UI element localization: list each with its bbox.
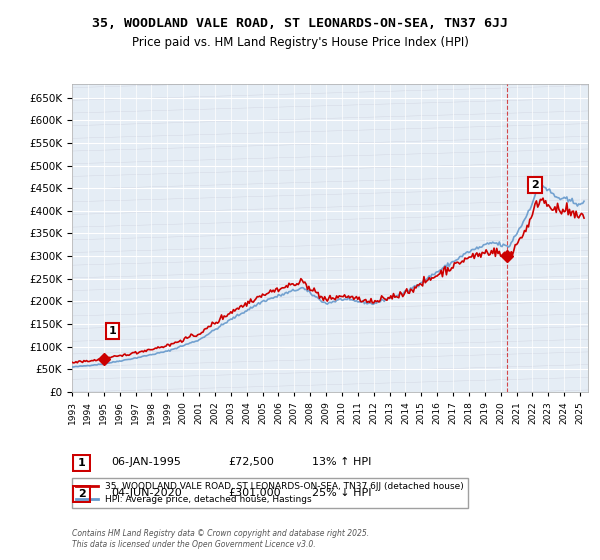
Text: 06-JAN-1995: 06-JAN-1995	[111, 457, 181, 467]
Text: Contains HM Land Registry data © Crown copyright and database right 2025.
This d: Contains HM Land Registry data © Crown c…	[72, 529, 369, 549]
Text: 04-JUN-2020: 04-JUN-2020	[111, 488, 182, 498]
Text: £301,000: £301,000	[228, 488, 281, 498]
Text: 2: 2	[531, 180, 539, 190]
Text: 35, WOODLAND VALE ROAD, ST LEONARDS-ON-SEA, TN37 6JJ: 35, WOODLAND VALE ROAD, ST LEONARDS-ON-S…	[92, 17, 508, 30]
Text: £72,500: £72,500	[228, 457, 274, 467]
Text: 2: 2	[78, 489, 85, 499]
Text: 13% ↑ HPI: 13% ↑ HPI	[312, 457, 371, 467]
Legend: 35, WOODLAND VALE ROAD, ST LEONARDS-ON-SEA, TN37 6JJ (detached house), HPI: Aver: 35, WOODLAND VALE ROAD, ST LEONARDS-ON-S…	[72, 478, 468, 508]
Text: Price paid vs. HM Land Registry's House Price Index (HPI): Price paid vs. HM Land Registry's House …	[131, 36, 469, 49]
Text: 1: 1	[78, 458, 85, 468]
Text: 25% ↓ HPI: 25% ↓ HPI	[312, 488, 371, 498]
Text: 1: 1	[109, 326, 116, 336]
